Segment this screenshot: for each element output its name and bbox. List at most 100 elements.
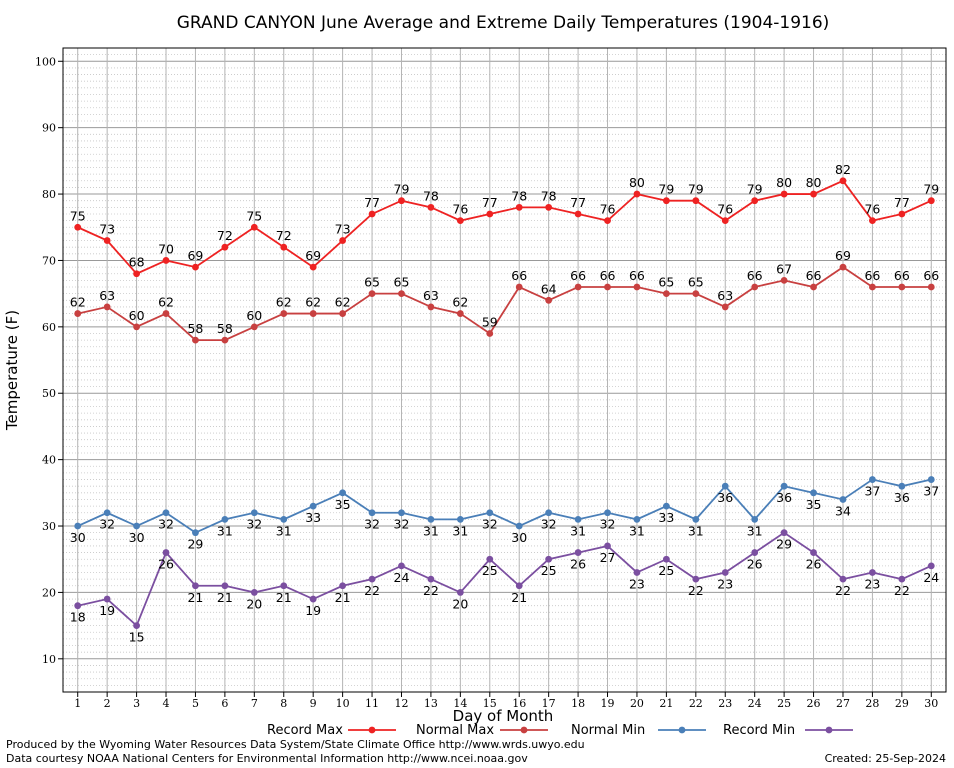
data-point-record-max bbox=[339, 237, 347, 244]
data-label-normal-min: 37 bbox=[923, 484, 939, 499]
data-label-record-min: 21 bbox=[217, 590, 233, 605]
data-point-record-max bbox=[545, 203, 553, 211]
data-point-normal-min bbox=[545, 509, 553, 517]
data-label-normal-min: 37 bbox=[864, 484, 880, 499]
data-label-normal-min: 34 bbox=[835, 503, 851, 518]
data-label-record-min: 25 bbox=[541, 563, 557, 578]
x-tick-label: 28 bbox=[865, 697, 879, 710]
data-point-normal-max bbox=[339, 310, 347, 317]
data-label-record-min: 26 bbox=[806, 557, 822, 572]
x-tick-label: 21 bbox=[659, 697, 673, 710]
y-tick-label: 70 bbox=[42, 254, 56, 267]
data-point-normal-min bbox=[810, 489, 817, 497]
data-label-normal-max: 62 bbox=[158, 295, 174, 310]
chart-title: GRAND CANYON June Average and Extreme Da… bbox=[177, 13, 830, 33]
data-point-normal-min bbox=[898, 482, 906, 490]
data-label-record-max: 68 bbox=[129, 255, 145, 270]
data-point-record-min bbox=[515, 582, 523, 590]
data-point-record-max bbox=[810, 190, 817, 198]
data-point-record-max bbox=[192, 263, 199, 271]
data-label-record-max: 77 bbox=[364, 195, 380, 210]
data-label-record-max: 79 bbox=[658, 182, 674, 197]
data-point-normal-min bbox=[309, 502, 317, 510]
data-point-normal-max bbox=[456, 310, 464, 317]
data-label-normal-max: 60 bbox=[129, 308, 145, 323]
legend-marker-normal-max bbox=[520, 726, 528, 734]
data-point-normal-max bbox=[633, 283, 641, 291]
data-point-normal-min bbox=[839, 496, 847, 503]
data-point-normal-max bbox=[192, 336, 199, 344]
series-normal-min: 30 32 30 32 29 31 32 31 33 35 32 32 31 31 32 30 32 31 32 31… bbox=[70, 476, 939, 552]
data-point-record-max bbox=[486, 210, 494, 218]
x-tick-label: 30 bbox=[924, 697, 938, 710]
y-tick-label: 100 bbox=[35, 55, 56, 68]
data-point-record-min bbox=[250, 589, 258, 596]
y-tick-label: 80 bbox=[42, 188, 56, 201]
data-point-normal-max bbox=[692, 290, 700, 298]
data-point-record-min bbox=[898, 575, 906, 583]
data-label-record-min: 15 bbox=[129, 630, 145, 645]
data-label-normal-min: 31 bbox=[688, 523, 704, 538]
data-label-normal-max: 60 bbox=[246, 308, 262, 323]
data-label-record-max: 79 bbox=[688, 182, 704, 197]
data-point-normal-max bbox=[721, 303, 729, 311]
data-point-record-max bbox=[309, 263, 317, 271]
data-label-record-max: 79 bbox=[747, 182, 763, 197]
data-label-normal-min: 30 bbox=[129, 530, 145, 545]
legend-label-normal-max: Normal Max bbox=[416, 723, 494, 738]
data-point-record-max bbox=[221, 243, 229, 251]
data-point-record-max bbox=[662, 197, 670, 205]
data-point-normal-min bbox=[721, 482, 729, 490]
data-point-normal-max bbox=[545, 296, 553, 304]
data-point-normal-max bbox=[604, 283, 611, 291]
x-tick-label: 27 bbox=[836, 697, 850, 710]
x-tick-label: 6 bbox=[221, 697, 228, 710]
data-label-record-min: 25 bbox=[482, 563, 498, 578]
data-label-record-max: 77 bbox=[894, 195, 910, 210]
data-label-normal-min: 31 bbox=[217, 523, 233, 538]
data-label-normal-max: 69 bbox=[835, 248, 851, 263]
data-point-record-max bbox=[74, 223, 82, 231]
data-label-record-min: 22 bbox=[423, 583, 439, 598]
data-point-normal-max bbox=[74, 310, 82, 317]
data-point-record-min bbox=[780, 529, 788, 537]
data-label-record-max: 79 bbox=[923, 182, 939, 197]
data-point-record-min bbox=[721, 569, 729, 576]
data-point-normal-min bbox=[339, 489, 347, 497]
legend-label-normal-min: Normal Min bbox=[571, 723, 645, 738]
plot-frame bbox=[62, 47, 947, 693]
data-point-record-max bbox=[839, 177, 847, 185]
data-point-record-max bbox=[103, 237, 111, 244]
data-point-record-min bbox=[456, 589, 464, 596]
data-point-normal-max bbox=[810, 283, 817, 291]
data-label-record-min: 24 bbox=[394, 570, 410, 585]
data-label-normal-min: 30 bbox=[511, 530, 527, 545]
data-point-normal-max bbox=[486, 330, 494, 337]
data-label-record-max: 75 bbox=[246, 208, 262, 223]
data-point-record-max bbox=[604, 217, 611, 225]
data-point-normal-min bbox=[780, 482, 788, 490]
x-tick-label: 2 bbox=[104, 697, 111, 710]
data-label-record-min: 26 bbox=[747, 557, 763, 572]
data-point-record-min bbox=[869, 569, 876, 576]
data-label-record-max: 69 bbox=[187, 248, 203, 263]
x-tick-label: 10 bbox=[336, 697, 350, 710]
data-point-normal-min bbox=[662, 502, 670, 510]
data-label-record-min: 24 bbox=[923, 570, 939, 585]
x-tick-label: 15 bbox=[483, 697, 497, 710]
data-point-record-min bbox=[839, 575, 847, 583]
data-point-record-min bbox=[368, 575, 376, 583]
data-point-record-max bbox=[780, 190, 788, 198]
data-label-record-min: 22 bbox=[688, 583, 704, 598]
data-point-normal-min bbox=[574, 515, 582, 523]
data-point-normal-min bbox=[250, 509, 258, 517]
data-point-normal-min bbox=[280, 515, 288, 523]
data-point-normal-min bbox=[927, 476, 935, 483]
data-point-record-min bbox=[692, 575, 700, 583]
x-tick-label: 17 bbox=[542, 697, 556, 710]
data-point-record-min bbox=[574, 549, 582, 556]
x-tick-label: 13 bbox=[424, 697, 438, 710]
data-label-normal-max: 62 bbox=[452, 295, 468, 310]
x-tick-label: 8 bbox=[280, 697, 287, 710]
x-tick-label: 11 bbox=[365, 697, 379, 710]
